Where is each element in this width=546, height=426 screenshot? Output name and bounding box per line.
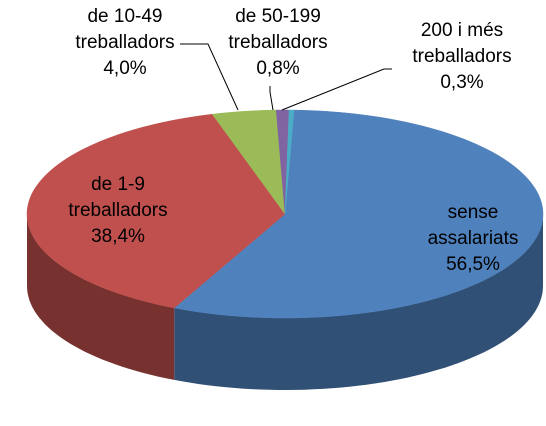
category-label: de 10-49 treballadors	[75, 6, 175, 53]
leader-line	[180, 43, 239, 111]
leader-line	[281, 68, 392, 111]
category-label: sense assalariats	[427, 202, 519, 249]
slice-side	[174, 214, 544, 390]
slice-label: de 50-199 treballadors 0,8%	[208, 4, 348, 82]
value-label: 0,3%	[440, 72, 484, 93]
value-label: 56,5%	[446, 254, 500, 275]
slice-label: de 10-49 treballadors 4,0%	[55, 4, 195, 82]
value-label: 38,4%	[91, 226, 145, 247]
value-label: 4,0%	[103, 58, 147, 79]
slice-label: 200 i més treballadors 0,3%	[392, 18, 532, 96]
leader-line	[269, 86, 274, 111]
category-label: 200 i més treballadors	[412, 20, 512, 67]
slices	[26, 109, 544, 390]
value-label: 0,8%	[256, 58, 300, 79]
category-label: de 1-9 treballadors	[68, 174, 168, 221]
slice-label: sense assalariats 56,5%	[408, 200, 538, 278]
slice	[211, 109, 286, 215]
slice	[284, 109, 295, 215]
slice-label: de 1-9 treballadors 38,4%	[48, 172, 188, 250]
slice	[26, 113, 286, 309]
slice-side	[27, 214, 175, 380]
category-label: de 50-199 treballadors	[228, 6, 328, 53]
slice	[173, 109, 544, 319]
